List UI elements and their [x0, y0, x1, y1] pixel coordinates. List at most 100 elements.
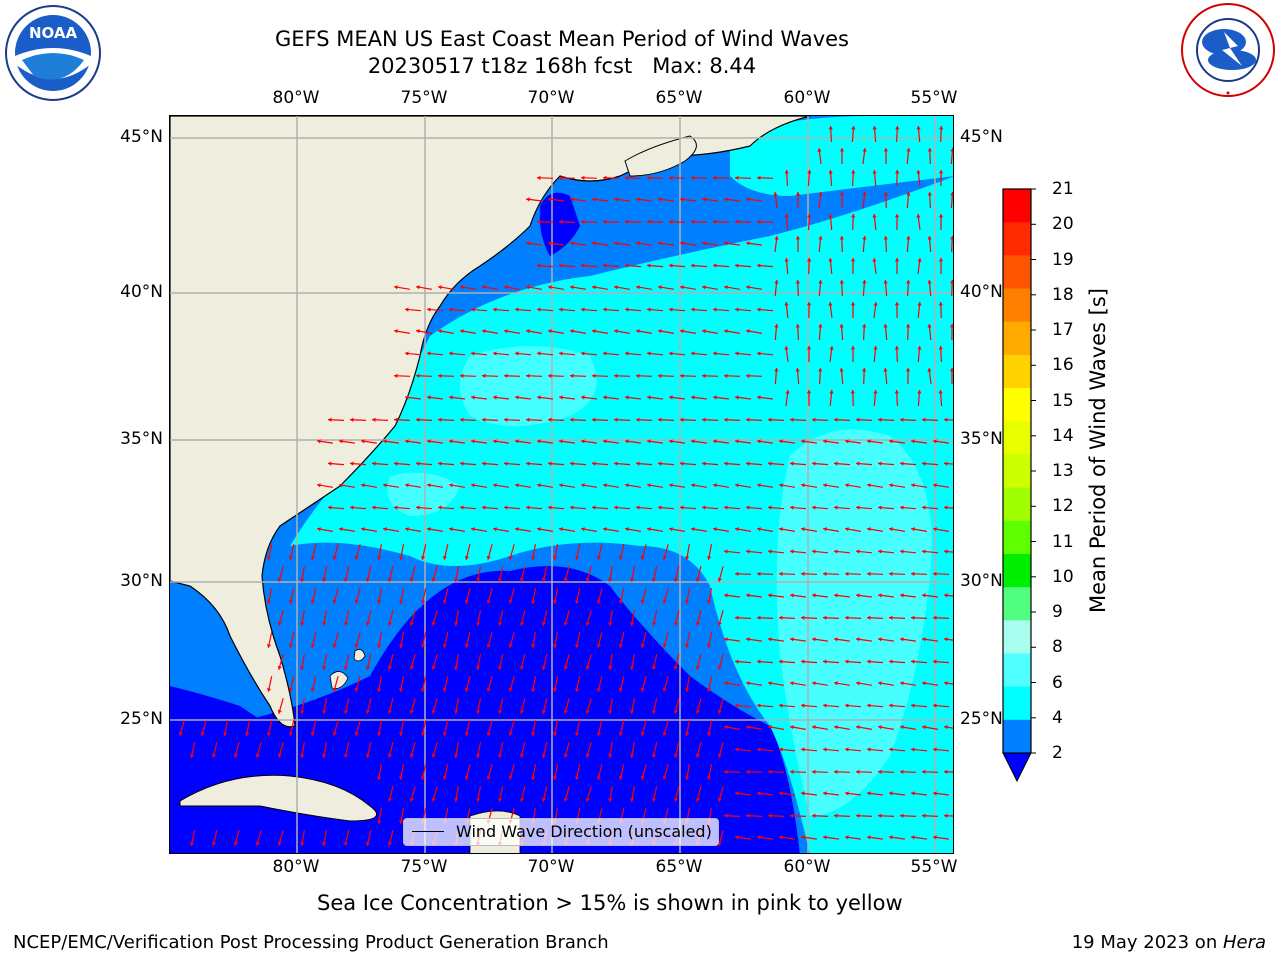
wave-arrow-head [438, 461, 442, 466]
wave-arrow-head [779, 571, 783, 576]
colorbar-title: Mean Period of Wind Waves [s] [1086, 288, 1110, 613]
wave-arrow-head [559, 219, 563, 224]
wave-arrow-head [916, 126, 921, 130]
wave-arrow-head [420, 644, 426, 648]
wave-arrow-head [889, 527, 893, 532]
wave-arrow-head [570, 329, 574, 334]
wave-arrow-head [735, 483, 739, 488]
wave-arrow-head [658, 329, 662, 334]
wave-arrow-head [944, 769, 948, 774]
wave-arrow-head [464, 600, 469, 604]
wave-arrow-head [603, 395, 607, 400]
wave-arrow-head [559, 263, 563, 268]
wave-arrow-head [878, 681, 882, 686]
colorbar-segment [1003, 388, 1031, 422]
wave-arrow-head [603, 175, 607, 180]
wave-arrow-head [801, 483, 805, 488]
colorbar-tick-label: 19 [1052, 249, 1074, 270]
wave-arrow-head [651, 754, 657, 758]
wave-arrow-head [460, 373, 464, 378]
wave-arrow-head [806, 346, 812, 350]
wave-arrow-head [724, 461, 728, 466]
wave-arrow-head [504, 417, 508, 422]
wave-arrow-head [592, 417, 596, 422]
wave-arrow-head [922, 769, 926, 774]
wave-arrow-head [442, 600, 447, 604]
wave-arrow-head [867, 659, 871, 664]
wave-arrow-head [713, 263, 717, 268]
wave-arrow-head [713, 351, 717, 356]
wave-arrow-head [878, 769, 882, 774]
wave-arrow-head [343, 754, 349, 758]
wave-arrow-head [839, 192, 845, 196]
wave-arrow-head [200, 731, 205, 736]
lon-label-bottom-65w: 65°W [655, 857, 703, 877]
wave-arrow-head [735, 219, 739, 224]
wave-arrow-head [449, 307, 453, 312]
wave-arrow-head [757, 571, 761, 576]
wave-arrow-head [223, 732, 228, 736]
wave-arrow-head [691, 395, 695, 400]
wave-arrow-head [806, 390, 812, 394]
wave-arrow-head [277, 709, 282, 714]
wave-arrow-head [872, 126, 877, 130]
wave-arrow-head [592, 329, 596, 334]
wave-arrow-head [394, 505, 398, 510]
wave-arrow-head [515, 483, 519, 488]
wave-arrow-head [735, 263, 739, 268]
wave-arrow-head [614, 417, 618, 422]
wave-arrow-head [757, 615, 761, 620]
wave-arrow-head [790, 549, 794, 554]
wave-arrow-head [409, 621, 414, 626]
wave-arrow-head [933, 439, 937, 444]
wave-arrow-head [476, 622, 481, 626]
wave-arrow-head [365, 754, 370, 758]
colorbar-segment [1003, 222, 1031, 256]
wave-arrow-head [486, 731, 491, 736]
wave-arrow-head [834, 417, 838, 422]
wave-arrow-head [933, 791, 937, 796]
wave-arrow-head [442, 776, 447, 780]
wave-arrow-head [427, 483, 431, 488]
wave-arrow-head [812, 813, 816, 818]
wave-arrow-head [640, 599, 645, 604]
wave-arrow-head [662, 555, 667, 560]
wave-arrow-head [685, 776, 690, 780]
wave-arrow-head [497, 754, 503, 758]
wave-arrow-head [581, 219, 585, 224]
wave-arrow-head [405, 351, 409, 356]
lat-label-right-45n: 45°N [960, 127, 1003, 147]
wave-arrow-head [812, 417, 816, 422]
wave-arrow-head [409, 753, 414, 758]
wave-arrow-head [460, 285, 464, 290]
wave-arrow-head [922, 417, 926, 422]
wave-arrow-head [332, 687, 337, 692]
wave-arrow-head [559, 351, 563, 356]
wave-arrow-head [420, 776, 426, 780]
wave-arrow-head [350, 505, 354, 510]
wave-arrow-head [636, 461, 640, 466]
wave-arrow-head [823, 703, 827, 708]
wave-arrow-head [471, 483, 475, 488]
wave-arrow-head [614, 197, 618, 202]
title-line-1: GEFS MEAN US East Coast Mean Period of W… [275, 27, 849, 51]
wave-arrow-head [757, 175, 761, 180]
wave-arrow-head [724, 725, 728, 730]
wave-arrow-head [651, 666, 657, 670]
wave-arrow-head [548, 461, 552, 466]
wave-arrow-head [288, 600, 293, 604]
wave-arrow-head [818, 280, 823, 284]
wave-arrow-head [581, 351, 585, 356]
wave-arrow-head [310, 600, 315, 604]
wave-arrow-head [873, 390, 878, 394]
wave-arrow-head [746, 373, 750, 378]
colorbar-segment [1003, 587, 1031, 621]
wave-arrow-head [717, 665, 722, 670]
wave-arrow-head [735, 571, 739, 576]
wave-arrow-head [828, 258, 833, 262]
wind-wave-arrows [178, 125, 953, 847]
wave-arrow-head [420, 732, 426, 736]
wave-arrow-head [691, 351, 695, 356]
wave-arrow-head [894, 302, 900, 306]
wave-arrow-head [845, 791, 849, 796]
